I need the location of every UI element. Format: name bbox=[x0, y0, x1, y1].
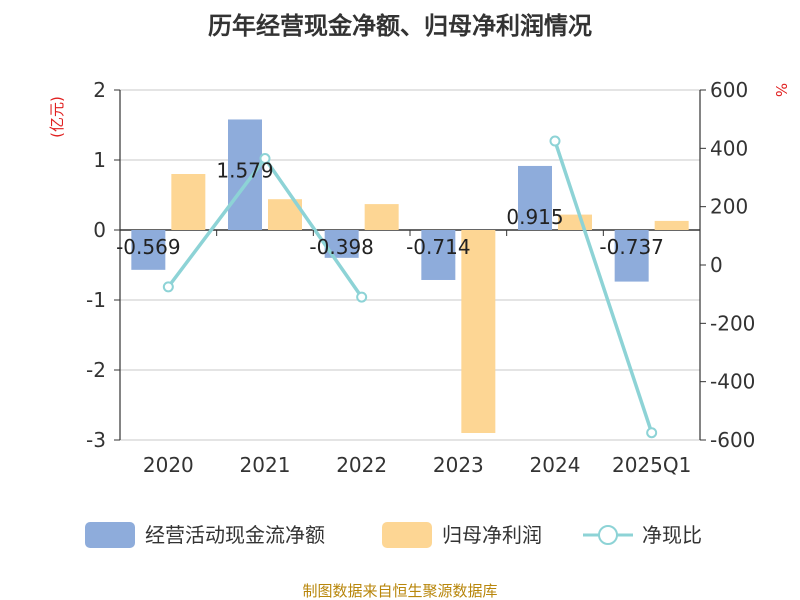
left-axis-tick-label: -2 bbox=[86, 358, 106, 382]
cashflow-bar bbox=[421, 230, 456, 280]
right-axis-unit: % bbox=[772, 83, 790, 97]
ratio-point bbox=[162, 281, 174, 293]
right-axis-tick-label: 600 bbox=[710, 78, 748, 102]
ratio-point bbox=[646, 427, 658, 439]
legend-label-cashflow: 经营活动现金流净额 bbox=[145, 523, 325, 547]
chart-title: 历年经营现金净额、归母净利润情况 bbox=[208, 12, 592, 40]
left-axis-tick-label: 1 bbox=[93, 148, 106, 172]
cashflow-bar bbox=[518, 165, 552, 230]
cashflow-data-label: 1.579 bbox=[216, 158, 273, 182]
ratio-point bbox=[356, 291, 368, 303]
right-axis-tick-label: -200 bbox=[710, 311, 755, 335]
ratio-point bbox=[549, 135, 561, 147]
x-axis-category-label: 2022 bbox=[336, 453, 387, 477]
x-axis-category-label: 2025Q1 bbox=[612, 453, 691, 477]
cashflow-bar bbox=[131, 230, 166, 270]
right-axis-tick-label: 0 bbox=[710, 253, 723, 277]
left-axis-tick-label: 2 bbox=[93, 78, 106, 102]
left-axis-tick-label: -1 bbox=[86, 288, 106, 312]
left-axis-tick-label: -3 bbox=[86, 428, 106, 452]
net-profit-bar bbox=[364, 204, 399, 230]
ratio-line bbox=[553, 140, 654, 434]
cashflow-data-label: 0.915 bbox=[506, 205, 563, 229]
net-profit-bar bbox=[461, 230, 496, 433]
legend-label-ratio: 净现比 bbox=[642, 523, 702, 547]
ratio-point bbox=[259, 153, 271, 165]
x-axis-category-label: 2020 bbox=[143, 453, 194, 477]
legend-swatch-ratio-marker bbox=[598, 525, 618, 545]
cashflow-bar bbox=[228, 119, 262, 230]
net-profit-bar bbox=[654, 220, 689, 230]
cashflow-data-label: -0.398 bbox=[309, 235, 373, 259]
left-axis-tick-label: 0 bbox=[93, 218, 106, 242]
right-axis-tick-label: -400 bbox=[710, 370, 755, 394]
cashflow-data-label: -0.737 bbox=[599, 235, 663, 259]
left-axis-unit: (亿元) bbox=[48, 96, 66, 138]
x-axis-category-label: 2021 bbox=[240, 453, 291, 477]
cashflow-data-label: -0.569 bbox=[116, 235, 180, 259]
net-profit-bar bbox=[171, 174, 206, 230]
legend-label-net-profit: 归母净利润 bbox=[442, 523, 542, 547]
right-axis-tick-label: 400 bbox=[710, 136, 748, 160]
right-axis-tick-label: 200 bbox=[710, 195, 748, 219]
right-axis-tick-label: -600 bbox=[710, 428, 755, 452]
cashflow-bar bbox=[614, 230, 649, 282]
x-axis-category-label: 2023 bbox=[433, 453, 484, 477]
x-axis-category-label: 2024 bbox=[530, 453, 581, 477]
legend-swatch-cashflow bbox=[85, 522, 135, 548]
cashflow-data-label: -0.714 bbox=[406, 235, 470, 259]
source-note: 制图数据来自恒生聚源数据库 bbox=[302, 582, 497, 600]
legend-swatch-net-profit bbox=[382, 522, 432, 548]
